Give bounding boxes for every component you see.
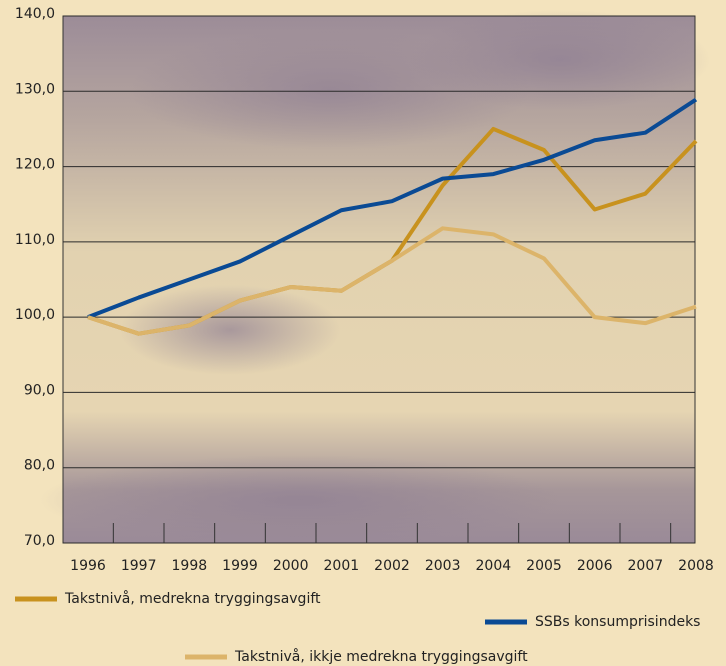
series-line xyxy=(87,226,697,336)
x-tick-label: 2006 xyxy=(577,558,613,574)
y-tick-label: 100,0 xyxy=(15,307,55,323)
y-tick-label: 140,0 xyxy=(15,6,55,22)
x-tick-label: 1999 xyxy=(222,558,258,574)
legend-label: Takstnivå, medrekna tryggingsavgift xyxy=(64,590,321,607)
y-tick-label: 70,0 xyxy=(24,533,55,549)
series-line xyxy=(87,97,698,320)
x-tick-label: 2004 xyxy=(476,558,512,574)
x-tick-label: 2003 xyxy=(425,558,461,574)
y-tick-label: 130,0 xyxy=(15,81,55,97)
y-tick-label: 120,0 xyxy=(15,157,55,173)
y-tick-label: 110,0 xyxy=(15,232,55,248)
legend-label: Takstnivå, ikkje medrekna tryggingsavgif… xyxy=(234,648,528,665)
x-tick-label: 1998 xyxy=(172,558,208,574)
x-tick-label: 2008 xyxy=(678,558,714,574)
y-tick-label: 80,0 xyxy=(24,458,55,474)
x-tick-label: 2005 xyxy=(526,558,562,574)
legend-label: SSBs konsumprisindeks xyxy=(535,614,700,630)
plot-background xyxy=(40,10,710,545)
x-tick-label: 2000 xyxy=(273,558,309,574)
x-tick-label: 1997 xyxy=(121,558,157,574)
x-tick-label: 2002 xyxy=(374,558,410,574)
y-tick-label: 90,0 xyxy=(24,382,55,398)
x-tick-label: 2001 xyxy=(324,558,360,574)
x-tick-label: 1996 xyxy=(70,558,106,574)
x-tick-label: 2007 xyxy=(628,558,664,574)
